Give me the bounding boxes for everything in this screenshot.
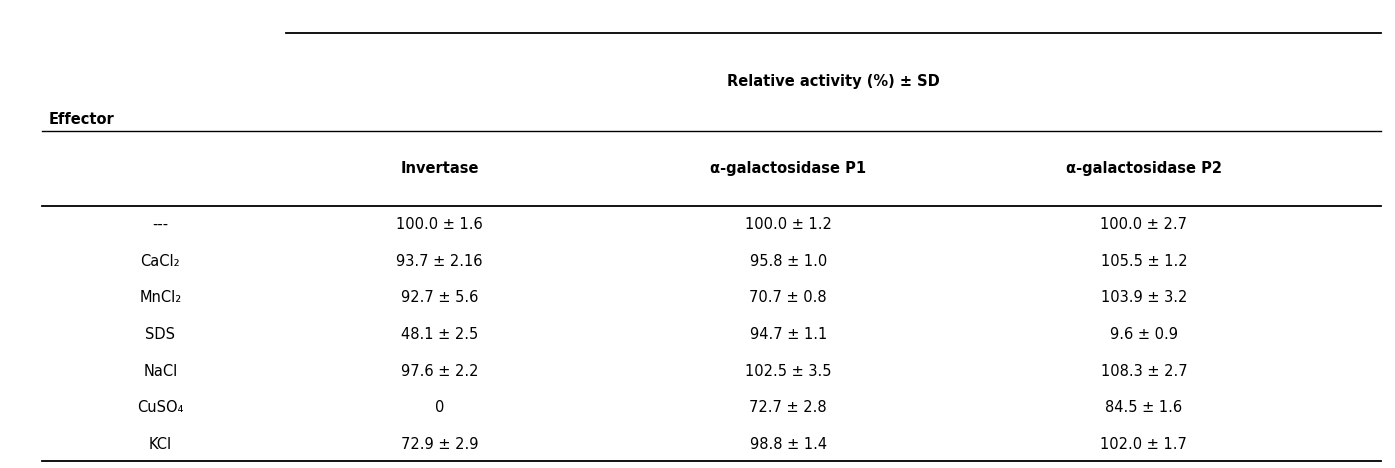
Text: 70.7 ± 0.8: 70.7 ± 0.8 — [749, 290, 827, 305]
Text: 92.7 ± 5.6: 92.7 ± 5.6 — [400, 290, 478, 305]
Text: 95.8 ± 1.0: 95.8 ± 1.0 — [749, 254, 827, 269]
Text: 103.9 ± 3.2: 103.9 ± 3.2 — [1101, 290, 1187, 305]
Text: α-galactosidase P2: α-galactosidase P2 — [1066, 161, 1222, 176]
Text: 84.5 ± 1.6: 84.5 ± 1.6 — [1105, 401, 1183, 416]
Text: 102.5 ± 3.5: 102.5 ± 3.5 — [745, 364, 831, 379]
Text: 0: 0 — [435, 401, 444, 416]
Text: 72.7 ± 2.8: 72.7 ± 2.8 — [749, 401, 827, 416]
Text: CuSO₄: CuSO₄ — [137, 401, 184, 416]
Text: 9.6 ± 0.9: 9.6 ± 0.9 — [1110, 327, 1177, 342]
Text: MnCl₂: MnCl₂ — [140, 290, 181, 305]
Text: 102.0 ± 1.7: 102.0 ± 1.7 — [1101, 437, 1187, 452]
Text: 48.1 ± 2.5: 48.1 ± 2.5 — [400, 327, 478, 342]
Text: 100.0 ± 1.2: 100.0 ± 1.2 — [745, 217, 831, 232]
Text: 94.7 ± 1.1: 94.7 ± 1.1 — [749, 327, 827, 342]
Text: 93.7 ± 2.16: 93.7 ± 2.16 — [396, 254, 483, 269]
Text: ---: --- — [152, 217, 169, 232]
Text: Invertase: Invertase — [400, 161, 478, 176]
Text: SDS: SDS — [145, 327, 176, 342]
Text: 105.5 ± 1.2: 105.5 ± 1.2 — [1101, 254, 1187, 269]
Text: Effector: Effector — [49, 112, 114, 127]
Text: NaCl: NaCl — [144, 364, 177, 379]
Text: 100.0 ± 2.7: 100.0 ± 2.7 — [1101, 217, 1187, 232]
Text: 98.8 ± 1.4: 98.8 ± 1.4 — [749, 437, 827, 452]
Text: Relative activity (%) ± SD: Relative activity (%) ± SD — [727, 74, 940, 89]
Text: 72.9 ± 2.9: 72.9 ± 2.9 — [400, 437, 478, 452]
Text: α-galactosidase P1: α-galactosidase P1 — [710, 161, 866, 176]
Text: 100.0 ± 1.6: 100.0 ± 1.6 — [396, 217, 483, 232]
Text: KCl: KCl — [149, 437, 172, 452]
Text: CaCl₂: CaCl₂ — [141, 254, 180, 269]
Text: 97.6 ± 2.2: 97.6 ± 2.2 — [400, 364, 478, 379]
Text: 108.3 ± 2.7: 108.3 ± 2.7 — [1101, 364, 1187, 379]
